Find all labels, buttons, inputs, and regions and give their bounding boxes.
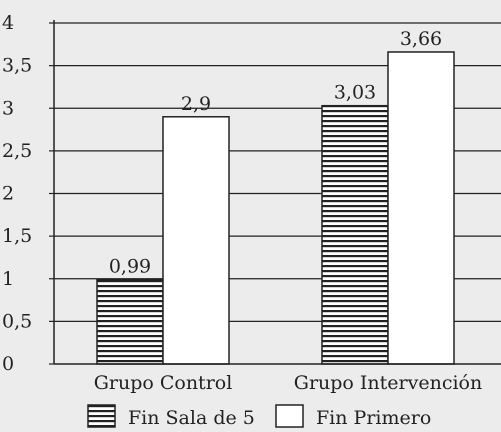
bars — [96, 51, 455, 365]
axes: 0 0,5 1 1,5 2 2,5 3 3,5 4 Grupo Control Grupo Inte… — [2, 12, 501, 394]
y-tick-label: 1 — [2, 268, 14, 290]
y-tick-label: 2 — [2, 183, 14, 205]
gridlines — [54, 22, 501, 322]
y-tick-label: 4 — [2, 12, 14, 34]
y-tick-label: 3,5 — [2, 55, 32, 77]
y-tick-label: 0,5 — [2, 310, 32, 332]
y-tick-label: 1,5 — [2, 225, 32, 247]
data-label: 3,03 — [334, 82, 376, 104]
data-label: 2,9 — [181, 93, 211, 115]
legend-swatch — [275, 404, 304, 428]
data-label: 3,66 — [400, 28, 442, 50]
bar — [387, 51, 455, 365]
bar — [96, 278, 164, 365]
data-label: 0,99 — [109, 256, 151, 278]
y-tick-label: 2,5 — [2, 140, 32, 162]
bar — [321, 104, 389, 365]
data-labels: 0,99 3,03 2,9 3,66 — [109, 28, 442, 278]
x-category-label: Grupo Intervención — [294, 372, 482, 394]
x-category-label: Grupo Control — [94, 372, 233, 394]
bar — [162, 116, 230, 365]
legend-label: Fin Sala de 5 — [128, 407, 255, 429]
legend-swatch — [87, 404, 116, 428]
y-tick-label: 3 — [2, 97, 14, 119]
legend-label: Fin Primero — [316, 407, 431, 429]
legend: Fin Sala de 5 Fin Primero — [87, 404, 431, 429]
y-tick-label: 0 — [2, 353, 14, 375]
